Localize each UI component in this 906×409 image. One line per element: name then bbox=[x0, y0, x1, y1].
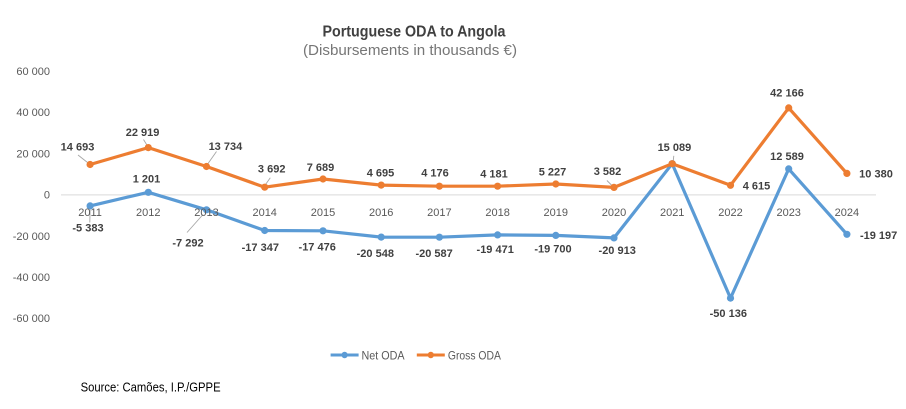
svg-text:-19 197: -19 197 bbox=[860, 230, 897, 242]
svg-text:2019: 2019 bbox=[544, 207, 568, 219]
svg-text:(Disbursements in thousands €): (Disbursements in thousands €) bbox=[303, 43, 517, 59]
svg-text:-20 548: -20 548 bbox=[357, 248, 394, 260]
svg-text:4 695: 4 695 bbox=[367, 167, 395, 179]
svg-text:-17 476: -17 476 bbox=[299, 242, 336, 254]
svg-text:20 000: 20 000 bbox=[16, 148, 50, 160]
svg-text:2021: 2021 bbox=[660, 207, 684, 219]
svg-text:2022: 2022 bbox=[718, 207, 742, 219]
svg-text:-20 913: -20 913 bbox=[599, 245, 636, 257]
svg-text:4 176: 4 176 bbox=[421, 167, 449, 179]
svg-text:2024: 2024 bbox=[835, 207, 859, 219]
svg-text:14 693: 14 693 bbox=[61, 142, 95, 154]
svg-text:-60 000: -60 000 bbox=[13, 313, 50, 325]
svg-text:2012: 2012 bbox=[136, 207, 160, 219]
svg-text:2011: 2011 bbox=[78, 207, 102, 219]
svg-text:13 734: 13 734 bbox=[209, 141, 244, 153]
svg-text:5 227: 5 227 bbox=[539, 166, 567, 178]
svg-text:2015: 2015 bbox=[311, 207, 335, 219]
svg-text:-19 700: -19 700 bbox=[534, 244, 571, 256]
svg-text:3 582: 3 582 bbox=[594, 166, 622, 178]
svg-text:4 181: 4 181 bbox=[480, 168, 508, 180]
svg-text:2023: 2023 bbox=[776, 207, 800, 219]
svg-text:2017: 2017 bbox=[427, 207, 451, 219]
svg-text:40 000: 40 000 bbox=[16, 107, 50, 119]
svg-text:2018: 2018 bbox=[485, 207, 509, 219]
svg-text:12 589: 12 589 bbox=[770, 151, 804, 163]
svg-text:2014: 2014 bbox=[252, 207, 276, 219]
svg-text:7 689: 7 689 bbox=[307, 162, 335, 174]
svg-text:-20 000: -20 000 bbox=[13, 231, 50, 243]
svg-text:Gross ODA: Gross ODA bbox=[448, 348, 501, 362]
svg-text:-5 383: -5 383 bbox=[72, 223, 103, 235]
svg-text:42 166: 42 166 bbox=[770, 88, 804, 100]
svg-text:Net ODA: Net ODA bbox=[362, 348, 405, 362]
svg-text:2016: 2016 bbox=[369, 207, 393, 219]
svg-text:2013: 2013 bbox=[194, 207, 218, 219]
svg-text:15 089: 15 089 bbox=[658, 142, 692, 154]
svg-text:-19 471: -19 471 bbox=[477, 244, 514, 256]
svg-text:-7 292: -7 292 bbox=[172, 238, 203, 250]
svg-text:-40 000: -40 000 bbox=[13, 272, 50, 284]
svg-text:60 000: 60 000 bbox=[16, 66, 50, 78]
svg-text:-50 136: -50 136 bbox=[710, 308, 747, 320]
svg-text:0: 0 bbox=[44, 190, 50, 202]
svg-text:10 380: 10 380 bbox=[859, 169, 893, 181]
svg-text:4 615: 4 615 bbox=[743, 180, 771, 192]
svg-text:Source: Camões, I.P./GPPE: Source: Camões, I.P./GPPE bbox=[81, 380, 221, 395]
svg-text:Portuguese ODA to Angola: Portuguese ODA to Angola bbox=[323, 24, 506, 41]
svg-text:-20 587: -20 587 bbox=[415, 248, 452, 260]
svg-text:22 919: 22 919 bbox=[126, 127, 160, 139]
svg-text:3 692: 3 692 bbox=[258, 163, 286, 175]
svg-text:1 201: 1 201 bbox=[133, 173, 161, 185]
svg-text:-17 347: -17 347 bbox=[242, 242, 279, 254]
svg-text:2020: 2020 bbox=[602, 207, 626, 219]
